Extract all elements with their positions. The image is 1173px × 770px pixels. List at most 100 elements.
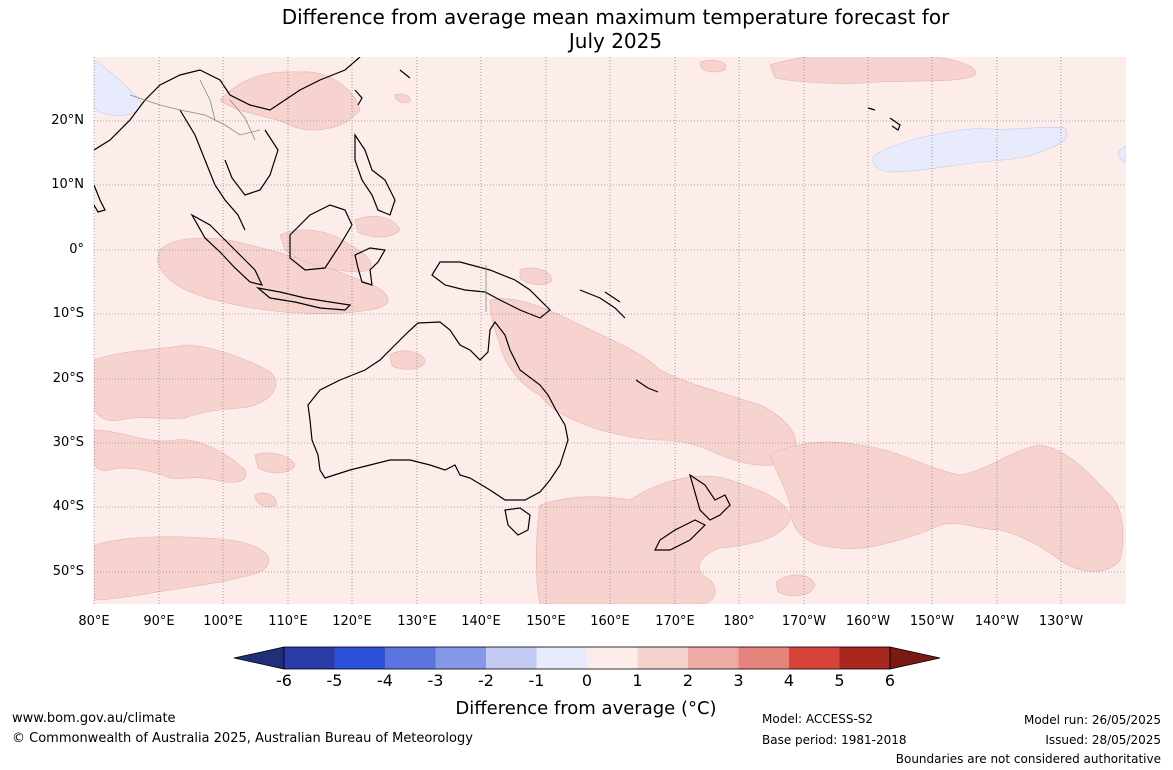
coast-solomons [579,289,626,319]
coast-java [255,287,352,311]
latitude-label: 50°S [52,564,84,579]
colorbar-segment [738,647,789,669]
colorbar-tick-label: -2 [478,671,494,690]
latitude-label: 40°S [52,499,84,514]
warm-region-indian-west [94,344,277,421]
coast-new-caledonia [635,379,659,393]
longitude-label: 140°E [461,614,501,629]
colorbar-segment [334,647,385,669]
colorbar-title: Difference from average (°C) [455,698,717,719]
warm-region-png-east [519,267,553,286]
colorbar-segment [284,647,335,669]
longitude-label: 170°W [781,614,827,629]
latitude-label: 10°S [52,306,84,321]
longitude-label: 120°E [332,614,372,629]
title-line-1: Difference from average mean maximum tem… [281,5,950,29]
colorbar-tick-label: 4 [783,671,795,690]
colorbar-tick-label: -6 [276,671,292,690]
longitude-label: 80°E [78,614,110,629]
base-period-text: Base period: 1981-2018 [762,733,907,747]
disclaimer-text: Boundaries are not considered authoritat… [895,752,1161,766]
borders [129,79,487,312]
warm-region-maritime [279,229,372,273]
issued-text: Issued: 28/05/2025 [1045,733,1161,747]
map-title: Difference from average mean maximum tem… [0,5,1173,53]
longitude-label: 140°W [974,614,1020,629]
longitude-label: 100°E [203,614,243,629]
warm-region-indian-blob2 [254,492,277,508]
colorbar-segment [839,647,890,669]
longitude-label: 150°E [526,614,566,629]
longitude-label: 110°E [268,614,308,629]
colorbar-tick-label: 2 [682,671,694,690]
longitude-label: 90°E [143,614,175,629]
colorbar-tick-label: -1 [528,671,545,690]
coast-sumatra [190,213,264,286]
colorbar-tick-label: 0 [581,671,593,690]
longitude-label: 130°E [397,614,437,629]
anomaly-fields [94,57,1126,604]
warm-region-aus-north [389,350,426,370]
graticule [93,57,1126,604]
colorbar-tick-label: 6 [884,671,896,690]
warm-region-celebes [354,216,401,238]
coast-australia [307,320,569,501]
coast-hawaii [867,107,901,131]
colorbar-tick-label: 5 [834,671,845,690]
warm-region-indian-ocean-north [157,237,389,314]
colorbar-tick-label: -3 [427,671,444,690]
colorbar-segment [536,647,587,669]
latitude-label: 20°S [52,371,84,386]
latitude-label: 10°N [51,177,84,192]
colorbar-tick-label: -4 [377,671,393,690]
longitude-label: 170°E [655,614,695,629]
warm-region-np-small [699,60,727,73]
warm-region-indian-blob [254,452,296,474]
warm-region-southern-west [94,536,270,601]
coast-new-zealand-south [654,519,707,551]
longitude-label: 130°W [1038,614,1084,629]
longitude-label: 150°W [909,614,955,629]
colorbar-extend-low [233,646,285,670]
coast-sulawesi [354,247,386,286]
warm-region-np-small2 [394,93,411,103]
latitude-label: 20°N [51,113,84,128]
longitude-label: 160°W [845,614,891,629]
cool-region-bay-of-bengal [94,59,142,116]
website-link[interactable]: www.bom.gov.au/climate [12,711,176,726]
latitude-label: 30°S [52,435,84,450]
warm-region-seasia [219,71,361,131]
coast-new-zealand-north [688,473,731,521]
coastlines [94,57,901,551]
colorbar-outline [283,646,891,670]
colorbar-tick-label: 1 [632,671,643,690]
cool-region-hawaii [872,126,1068,173]
cool-region-east [1117,145,1126,163]
title-line-2: July 2025 [568,29,663,53]
copyright-text: © Commonwealth of Australia 2025, Austra… [12,731,473,746]
colorbar-segment [637,647,688,669]
colorbar-segment [385,647,436,669]
latitude-label: 0° [69,242,84,257]
model-text: Model: ACCESS-S2 [762,712,874,726]
coast-japan [354,69,411,106]
colorbar-segment [688,647,739,669]
warm-region-tasman [489,298,797,466]
colorbar-segment [435,647,486,669]
warm-region-indian-mid [94,429,247,483]
colorbar-tick-label: 3 [733,671,744,690]
longitude-label: 180° [723,614,755,629]
model-run-text: Model run: 26/05/2025 [1023,713,1161,727]
warm-region-southern-east [769,441,1124,572]
warm-region-south-blob [775,574,816,597]
warm-region-north-pacific [769,57,976,84]
longitude-label: 160°E [590,614,630,629]
colorbar-tick-label: -5 [326,671,343,690]
colorbar-segment [587,647,638,669]
colorbar-segment [486,647,537,669]
coast-philippines [354,133,396,216]
coast-tasmania [504,507,531,536]
colorbar-extend-high [889,646,941,670]
coast-borneo [289,204,353,271]
colorbar-segment [789,647,840,669]
